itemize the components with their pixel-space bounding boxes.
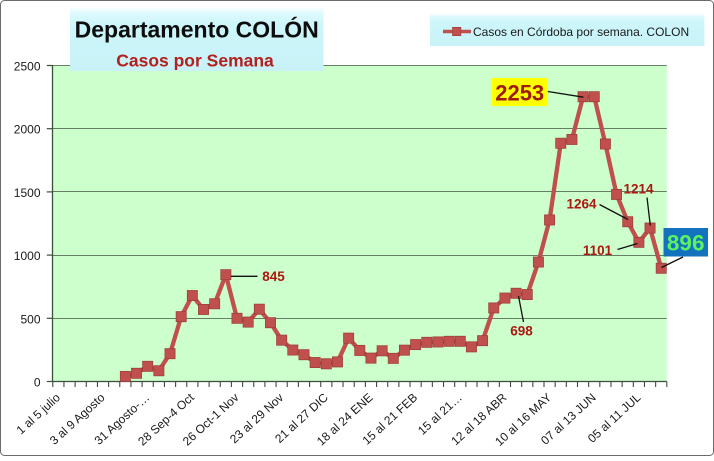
svg-text:2500: 2500 xyxy=(14,60,41,74)
svg-text:845: 845 xyxy=(262,269,285,284)
svg-text:1000: 1000 xyxy=(14,249,41,263)
svg-text:1500: 1500 xyxy=(14,186,41,200)
svg-text:0: 0 xyxy=(34,376,41,390)
svg-text:1214: 1214 xyxy=(623,182,654,197)
svg-text:Casos por Semana: Casos por Semana xyxy=(116,51,274,71)
svg-text:698: 698 xyxy=(510,324,533,339)
svg-text:2000: 2000 xyxy=(14,123,41,137)
svg-text:Casos en Córdoba por semana. C: Casos en Córdoba por semana. COLON xyxy=(473,25,689,39)
svg-text:1264: 1264 xyxy=(566,197,597,212)
svg-text:500: 500 xyxy=(20,312,40,326)
svg-text:1101: 1101 xyxy=(583,243,613,258)
svg-text:896: 896 xyxy=(667,230,705,255)
svg-text:2253: 2253 xyxy=(495,80,544,105)
svg-text:Departamento COLÓN: Departamento COLÓN xyxy=(75,16,319,43)
